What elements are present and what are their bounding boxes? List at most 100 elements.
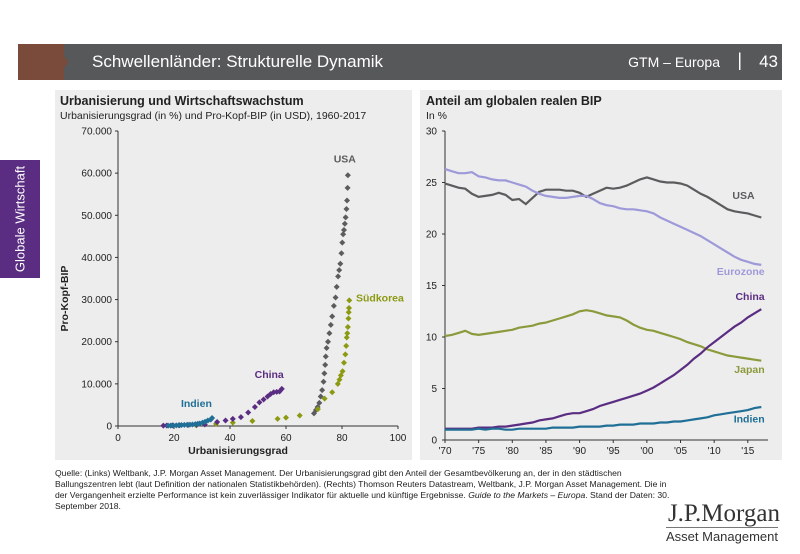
data-point — [325, 338, 331, 345]
series-line-china — [445, 308, 762, 430]
data-point — [321, 370, 328, 377]
data-point — [338, 250, 345, 257]
data-point — [332, 294, 339, 301]
x-tick-label: 60 — [280, 433, 292, 444]
data-point — [251, 404, 258, 411]
data-point — [344, 197, 351, 204]
data-point — [345, 315, 352, 322]
data-point — [344, 330, 351, 337]
footnote-text: Quelle: (Links) Weltbank, J.P. Morgan As… — [55, 468, 667, 500]
data-point — [341, 220, 348, 227]
y-tick-label: 10 — [426, 333, 438, 344]
data-point — [335, 273, 342, 280]
series-line-indien — [445, 405, 762, 431]
left-chart-subtitle: Urbanisierungsgrad (in %) und Pro-Kopf-B… — [60, 110, 367, 122]
series-label: Indien — [181, 398, 212, 410]
y-tick-label: 60.000 — [81, 169, 112, 180]
data-point — [245, 409, 252, 416]
data-point — [249, 417, 256, 424]
data-point — [229, 419, 236, 426]
data-point — [339, 239, 346, 246]
header-separator: | — [737, 50, 742, 70]
data-point — [278, 385, 285, 392]
section-label: GTM – Europa — [628, 54, 720, 70]
jpmorgan-logo: J.P.Morgan — [667, 500, 780, 527]
sidebar-tab: Globale Wirtschaft — [0, 160, 40, 278]
y-tick-label: 20.000 — [81, 337, 112, 348]
series-label: USA — [334, 154, 357, 166]
data-point — [209, 414, 216, 421]
x-axis-label: Urbanisierungsgrad — [188, 445, 288, 457]
data-point — [344, 172, 351, 179]
series-line-usa — [444, 176, 762, 219]
y-tick-label: 10.000 — [81, 379, 112, 390]
data-point — [322, 353, 329, 360]
data-point — [296, 412, 303, 419]
x-tick-label: '70 — [438, 446, 451, 457]
data-point — [342, 214, 349, 221]
y-tick-label: 20 — [426, 230, 438, 241]
series-line-japan — [444, 309, 762, 362]
data-point — [329, 313, 336, 320]
data-point — [333, 283, 340, 290]
x-tick-label: '85 — [539, 446, 552, 457]
asset-management-label: Asset Management — [665, 527, 778, 544]
x-tick-label: '05 — [674, 446, 687, 457]
page-number: 43 — [759, 52, 778, 71]
series-label: China — [735, 291, 764, 303]
data-point — [326, 330, 333, 337]
x-tick-label: '00 — [640, 446, 653, 457]
data-point — [214, 418, 221, 425]
header-chevron-icon — [56, 44, 68, 80]
data-point — [327, 321, 334, 328]
x-tick-label: 100 — [390, 433, 407, 444]
right-chart-subtitle: In % — [426, 110, 448, 122]
y-tick-label: 25 — [426, 178, 438, 189]
data-point — [330, 302, 337, 309]
data-point — [283, 414, 289, 421]
right-chart-panel — [420, 90, 782, 460]
data-point — [343, 205, 350, 212]
header-bar — [18, 44, 782, 80]
y-axis-label: Pro-Kopf-BIP — [59, 266, 71, 332]
footnote-italic: Guide to the Markets – Europa — [468, 490, 586, 500]
y-tick-label: 5 — [431, 384, 437, 395]
y-tick-label: 30 — [426, 127, 438, 138]
y-tick-label: 70.000 — [81, 127, 112, 138]
data-point — [222, 417, 229, 424]
series-label: Eurozone — [717, 266, 765, 278]
data-point — [346, 297, 353, 304]
x-tick-label: '80 — [506, 446, 519, 457]
data-point — [323, 345, 330, 352]
data-point — [343, 342, 350, 349]
footnote: Quelle: (Links) Weltbank, J.P. Morgan As… — [55, 468, 675, 512]
series-label: Japan — [734, 364, 764, 376]
series-line-eurozone — [444, 168, 762, 266]
data-point — [274, 415, 281, 422]
data-point — [316, 399, 323, 406]
left-chart-title: Urbanisierung und Wirtschaftswachstum — [60, 94, 304, 108]
x-tick-label: 20 — [168, 433, 180, 444]
right-chart-title: Anteil am globalen realen BIP — [426, 94, 602, 108]
x-tick-label: '15 — [741, 446, 754, 457]
data-point — [342, 351, 349, 358]
data-point — [343, 334, 350, 341]
data-point — [321, 395, 328, 402]
data-point — [256, 399, 263, 406]
y-tick-label: 50.000 — [81, 211, 112, 222]
data-point — [160, 422, 167, 429]
data-point — [229, 415, 236, 422]
data-point — [345, 309, 352, 316]
series-label: USA — [732, 190, 755, 202]
data-point — [319, 387, 326, 394]
data-point — [336, 267, 343, 274]
x-tick-label: 0 — [115, 433, 121, 444]
y-tick-label: 0 — [431, 436, 437, 447]
footnote-tail: . Stand der Daten: 30. September 2018. — [55, 490, 670, 511]
data-point — [344, 323, 351, 330]
data-point — [322, 361, 329, 368]
x-tick-label: 40 — [224, 433, 236, 444]
series-label: Indien — [734, 413, 765, 425]
